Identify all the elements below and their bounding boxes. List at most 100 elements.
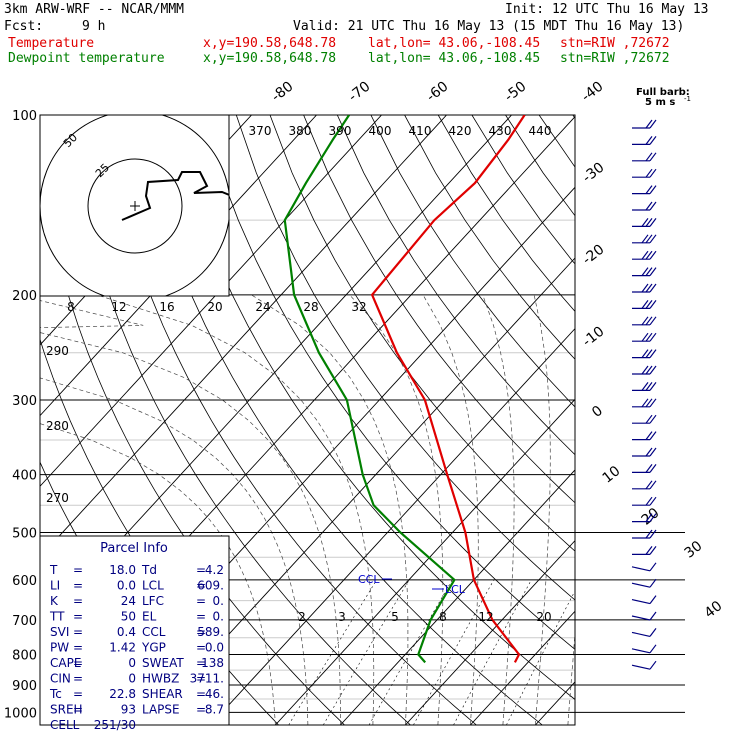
wind-barb	[632, 185, 657, 195]
isotherm	[340, 469, 575, 725]
parcel-field: =	[196, 656, 206, 670]
wind-barb-flag	[649, 152, 657, 162]
wind-barb-flag	[641, 382, 649, 391]
wind-barb	[632, 447, 657, 457]
wind-barb-flag	[649, 250, 657, 260]
wind-barb-flag	[645, 529, 653, 539]
wind-barb-flag	[645, 513, 653, 522]
dry-adiabat	[135, 115, 543, 725]
parcel-field: LI	[50, 579, 60, 593]
wind-barb-flag	[645, 267, 653, 276]
wind-barb	[632, 316, 657, 326]
parcel-field: EL	[142, 610, 157, 624]
wind-barb-flag	[645, 218, 653, 227]
wind-barb-flag	[649, 644, 657, 654]
wind-barb-flag	[645, 447, 653, 457]
pressure-label-900: 900	[12, 679, 37, 694]
wind-barb	[632, 365, 657, 375]
parcel-field: CAPE	[50, 656, 81, 670]
wind-barb-flag	[649, 660, 657, 670]
dry-adiabat	[67, 115, 411, 725]
wind-barb-flag	[645, 464, 653, 473]
barb-legend-value: 5 m s	[645, 97, 675, 108]
isotherm	[40, 115, 447, 558]
pressure-label-500: 500	[12, 527, 37, 542]
theta-label: 420	[449, 124, 472, 138]
wind-barb-flag	[645, 365, 653, 375]
parcel-field: 3711.	[190, 672, 224, 686]
wind-barb	[631, 578, 657, 588]
parcel-field: =	[73, 656, 83, 670]
pressure-label-700: 700	[12, 614, 37, 629]
dry-adiabat	[370, 115, 575, 408]
wind-barb-flag	[649, 234, 657, 244]
wind-barb-flag	[645, 414, 653, 424]
barb-legend-title: Full barb:	[636, 87, 690, 98]
wind-barb-flag	[649, 201, 657, 211]
wind-barb-flag	[649, 414, 657, 424]
isotherm	[210, 327, 575, 725]
parcel-field: 18.0	[109, 563, 136, 577]
wind-barb	[631, 595, 657, 605]
mixing-ratio-label: 2	[298, 610, 306, 624]
moist-adiabat	[533, 294, 551, 725]
wind-barb-flag	[645, 234, 653, 244]
parcel-field: CCL	[142, 625, 166, 639]
isotherm-label: -60	[424, 79, 452, 106]
pressure-label-300: 300	[12, 394, 37, 409]
wind-barb	[632, 382, 657, 391]
dewpoint-station: stn=RIW ,72672	[560, 51, 670, 66]
wind-barb-flag	[645, 398, 653, 408]
theta-label: 370	[249, 124, 272, 138]
wind-barb-flag	[649, 218, 657, 227]
dry-adiabat	[707, 115, 740, 725]
parcel-field: 46.	[205, 687, 224, 701]
wind-barb-flag	[645, 316, 653, 326]
parcel-field: 0.4	[117, 625, 136, 639]
moist-adiabat	[40, 300, 276, 725]
wind-barb	[632, 332, 657, 342]
wind-barb-flag	[649, 136, 657, 145]
pressure-label-1000: 1000	[4, 706, 37, 721]
parcel-field: =	[196, 641, 206, 655]
parcel-field: =	[196, 563, 206, 577]
wind-barb	[632, 283, 657, 293]
isotherm-label: -20	[580, 242, 608, 269]
parcel-field: =	[73, 687, 83, 701]
wind-barb-flag	[649, 611, 657, 621]
isotherm-label: 10	[600, 463, 624, 487]
mixing-ratio-label: 5	[391, 610, 399, 624]
wind-barb-staff	[631, 648, 651, 654]
mixing-ratio-line	[453, 579, 532, 725]
dewpoint-latlon: lat,lon= 43.06,-108.45	[368, 51, 541, 66]
wind-barb-flag	[641, 234, 649, 244]
wind-barb-flag	[645, 300, 653, 309]
mixing-ratio-label: 20	[536, 610, 551, 624]
parcel-field: 50	[121, 610, 136, 624]
mixing-ratio-label: 8	[439, 610, 447, 624]
parcel-info-title: Parcel Info	[100, 541, 168, 556]
wind-barb	[632, 546, 657, 556]
isotherm-label: -40	[579, 79, 607, 106]
dry-adiabat	[606, 115, 740, 725]
mixing-ratio-top-label: 24	[255, 300, 270, 314]
valid-time: Valid: 21 UTC Thu 16 May 13 (15 MDT Thu …	[293, 19, 685, 34]
wind-barb-flag	[649, 382, 657, 391]
mixing-ratio-line	[506, 590, 575, 725]
wind-barb-flag	[645, 546, 653, 555]
parcel-field: 0.0	[117, 579, 136, 593]
dry-adiabat	[235, 115, 575, 601]
temperature-profile	[370, 115, 526, 663]
wind-barb	[632, 250, 657, 260]
parcel-field: =	[73, 625, 83, 639]
parcel-field: 22.8	[109, 687, 136, 701]
wind-barb-flag	[649, 316, 657, 326]
isotherm-label: -70	[346, 79, 374, 106]
mixing-ratio-label: 12	[478, 610, 493, 624]
wind-barb-flag	[649, 562, 657, 572]
dry-adiabat	[101, 115, 477, 725]
mixing-ratio-line	[368, 579, 453, 725]
wind-barb	[632, 464, 657, 473]
parcel-field: 0.	[213, 610, 224, 624]
